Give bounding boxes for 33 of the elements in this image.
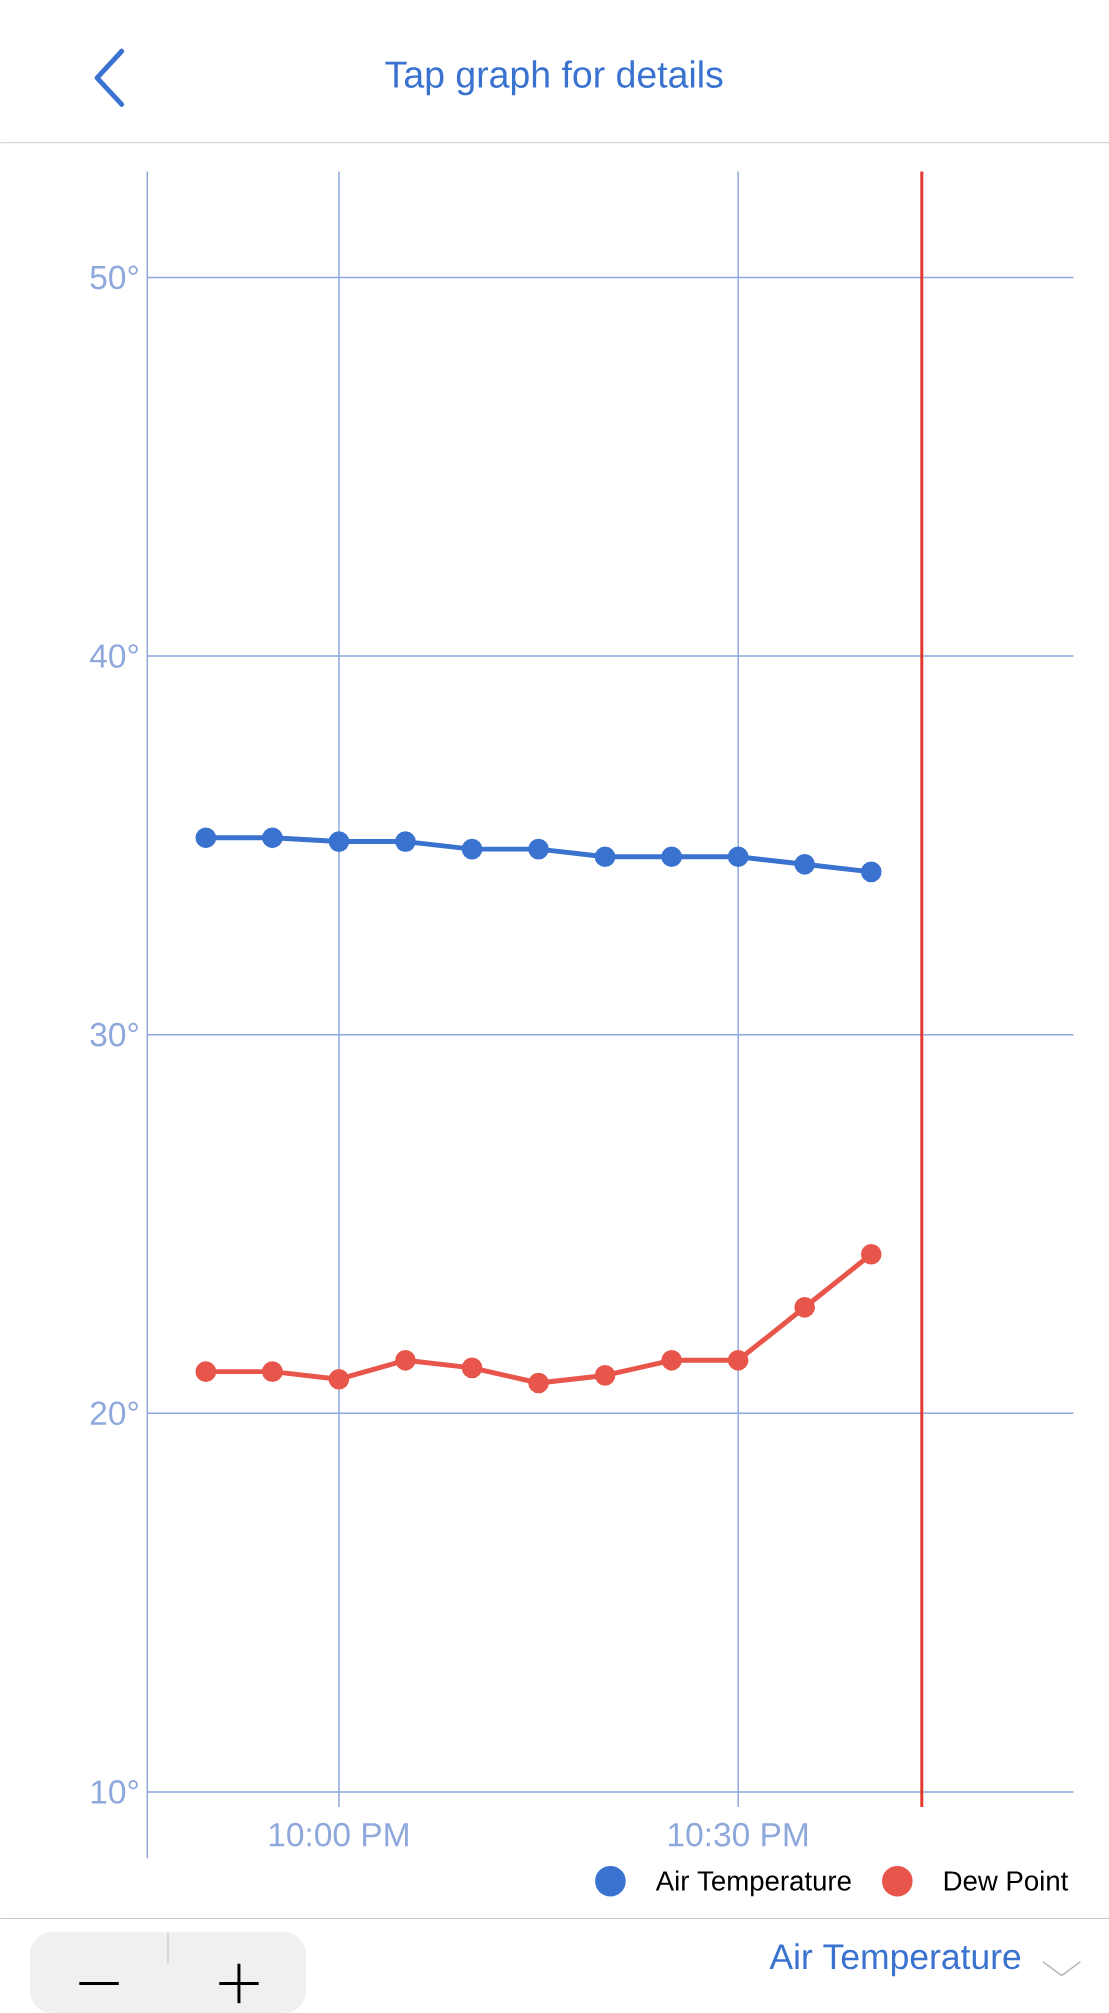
text: Air Temperature xyxy=(769,1943,1020,1977)
point xyxy=(195,1361,216,1382)
point xyxy=(727,1349,749,1371)
point xyxy=(328,1368,350,1390)
point xyxy=(261,827,283,849)
point xyxy=(394,1349,416,1371)
x-tick-label: 10:00 PM xyxy=(269,1822,408,1847)
legend-label: Air Temperature xyxy=(655,1870,851,1897)
point xyxy=(594,1365,616,1386)
point xyxy=(461,838,483,860)
point xyxy=(195,827,216,849)
point xyxy=(860,1243,882,1265)
point xyxy=(394,831,416,852)
legend-label: Dew Point xyxy=(944,1870,1068,1891)
point xyxy=(727,846,749,868)
point xyxy=(661,1349,682,1371)
y-tick-label: 30° xyxy=(90,1022,138,1047)
point xyxy=(527,1372,549,1394)
y-tick-label: 10° xyxy=(91,1780,138,1804)
chart-title: Tap graph for details xyxy=(385,60,723,96)
point xyxy=(461,1357,483,1379)
point xyxy=(794,853,815,875)
x-tick-label: 10:30 PM xyxy=(668,1822,807,1847)
point xyxy=(527,838,549,860)
point xyxy=(594,846,616,868)
point xyxy=(661,846,682,868)
y-tick-label: 20° xyxy=(90,1401,138,1426)
point xyxy=(860,861,882,883)
point xyxy=(794,1296,815,1318)
point xyxy=(328,831,350,852)
point xyxy=(261,1361,283,1382)
y-tick-label: 50° xyxy=(90,265,138,290)
y-tick-label: 40° xyxy=(89,644,138,668)
